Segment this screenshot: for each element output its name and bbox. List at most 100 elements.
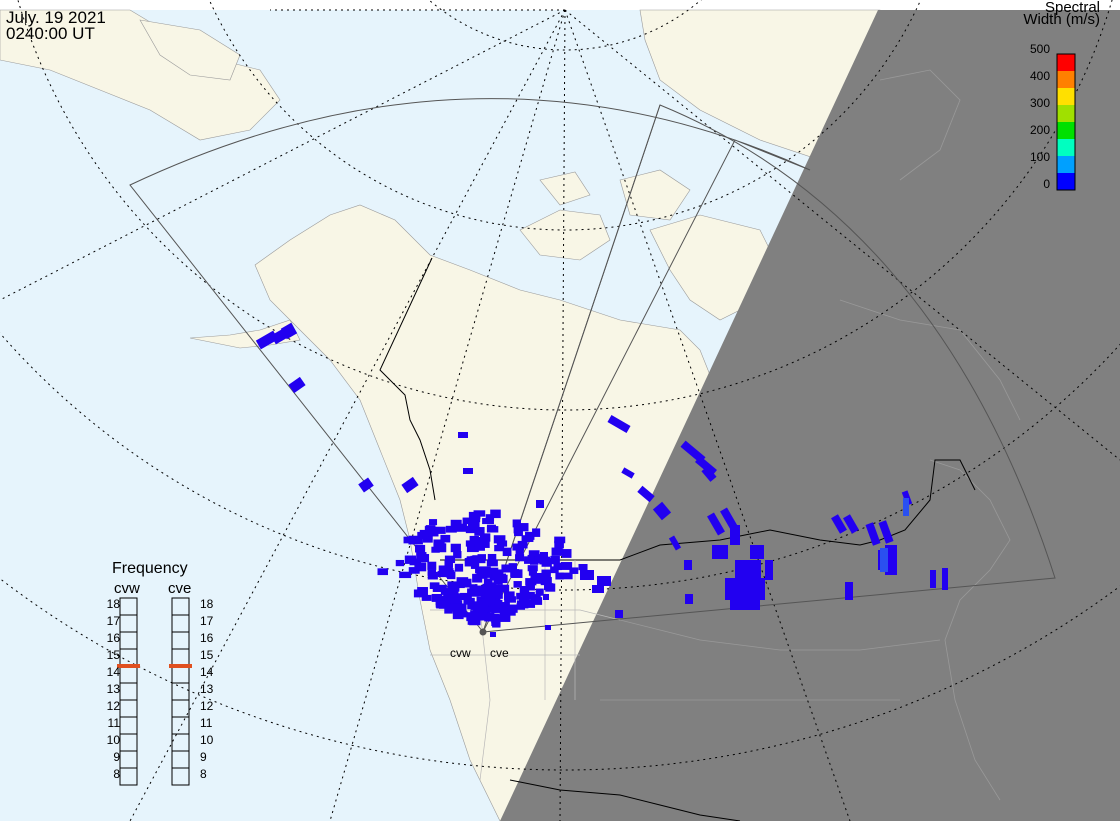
- echo-cell: [684, 560, 692, 570]
- frequency-label-left: 15: [106, 648, 120, 662]
- echo-cell: [845, 582, 853, 600]
- echo-cell: [450, 584, 460, 592]
- frequency-selected-marker: [169, 664, 192, 668]
- radar-echoes: [255, 322, 948, 637]
- echo-cell: [730, 598, 760, 610]
- echo-cell: [490, 509, 501, 519]
- time-label: 0240:00 UT: [6, 24, 95, 43]
- echo-cell: [440, 588, 453, 595]
- echo-cell: [621, 467, 635, 479]
- echo-cell: [464, 557, 475, 567]
- echo-cell: [413, 589, 425, 598]
- echo-cell: [474, 556, 486, 564]
- frequency-box: [119, 767, 138, 786]
- echo-cell: [750, 545, 764, 559]
- echo-cell: [395, 559, 405, 567]
- echo-cell: [440, 534, 451, 543]
- echo-cell: [510, 569, 523, 578]
- echo-cell: [865, 522, 881, 546]
- echo-cell: [427, 527, 439, 537]
- echo-cell: [403, 536, 414, 544]
- colorbar-tick-label: 200: [1029, 123, 1050, 137]
- echo-cell: [516, 603, 526, 610]
- echo-cell: [505, 604, 518, 613]
- echo-cell: [495, 584, 507, 592]
- frequency-label-left: 10: [106, 733, 120, 747]
- echo-cell: [493, 535, 506, 544]
- frequency-label-left: 8: [113, 767, 120, 781]
- colorbar-tick-label: 0: [1043, 177, 1050, 191]
- colorbar-title-line1: Spectral: [1044, 0, 1100, 16]
- echo-cell: [519, 585, 530, 595]
- echo-cell: [474, 536, 484, 546]
- colorbar-tick-label: 100: [1029, 150, 1050, 164]
- echo-cell: [517, 540, 528, 549]
- echo-cell: [427, 569, 437, 576]
- echo-cell: [569, 567, 579, 574]
- us-mexico-border: [509, 779, 741, 821]
- echo-cell: [457, 593, 467, 601]
- echo-cell: [434, 543, 447, 553]
- echo-cell: [433, 539, 445, 548]
- colorbar-segment: [1057, 139, 1075, 157]
- echo-cell: [712, 545, 728, 559]
- fov-cvw: [129, 98, 811, 633]
- radar-site-marker: [479, 628, 487, 636]
- echo-cell: [428, 519, 438, 526]
- echo-cell: [501, 564, 514, 573]
- echo-cell: [528, 567, 537, 576]
- echo-cell: [408, 567, 420, 574]
- echo-cell: [580, 570, 594, 580]
- echo-cell: [469, 535, 479, 545]
- echo-cell: [469, 585, 481, 592]
- echo-cell: [523, 591, 535, 600]
- arctic-island-2: [619, 169, 691, 221]
- echo-cell: [453, 551, 462, 559]
- echo-cell: [404, 555, 417, 564]
- echo-cell: [513, 526, 523, 534]
- echo-cell: [429, 582, 440, 590]
- echo-cell: [490, 632, 496, 637]
- echo-cell: [494, 573, 507, 580]
- borders: [379, 257, 976, 821]
- echo-cell: [377, 568, 388, 576]
- echo-cell: [942, 568, 948, 590]
- echo-cell: [442, 570, 455, 577]
- frequency-label-right: 14: [200, 665, 214, 679]
- frequency-label-right: 18: [200, 597, 214, 611]
- echo-cell: [637, 485, 655, 503]
- echo-cell: [541, 569, 551, 578]
- echo-cell: [668, 535, 682, 551]
- echo-cell: [444, 559, 454, 568]
- echo-cell: [545, 583, 556, 592]
- night-coastlines: [600, 69, 1021, 801]
- echo-cell: [401, 476, 419, 494]
- echo-cell: [540, 552, 548, 560]
- frequency-label-right: 17: [200, 614, 214, 628]
- echo-cell: [415, 544, 426, 553]
- night-shading: [500, 10, 1120, 821]
- date-label: July. 19 2021: [6, 8, 106, 27]
- echo-cell: [494, 544, 505, 552]
- frequency-label-right: 11: [200, 716, 213, 730]
- echo-cell: [530, 573, 540, 581]
- frequency-title: Frequency: [112, 560, 188, 577]
- colorbar-segment: [1057, 105, 1075, 123]
- frequency-label-right: 10: [200, 733, 214, 747]
- echo-cell: [467, 522, 478, 530]
- echo-cell: [512, 519, 521, 528]
- echo-cell: [492, 619, 501, 628]
- echo-cell: [484, 613, 495, 621]
- echo-cell: [500, 613, 511, 622]
- echo-cell: [880, 548, 888, 572]
- colorbar-segment: [1057, 88, 1075, 106]
- colorbar-segment: [1057, 156, 1075, 174]
- echo-cell: [503, 591, 515, 601]
- echo-cell: [532, 528, 541, 537]
- echo-cell: [491, 604, 503, 613]
- echo-cell: [502, 547, 512, 557]
- colorbar-tick-label: 400: [1029, 69, 1050, 83]
- echo-cell: [288, 376, 306, 394]
- frequency-label-right: 9: [200, 750, 207, 764]
